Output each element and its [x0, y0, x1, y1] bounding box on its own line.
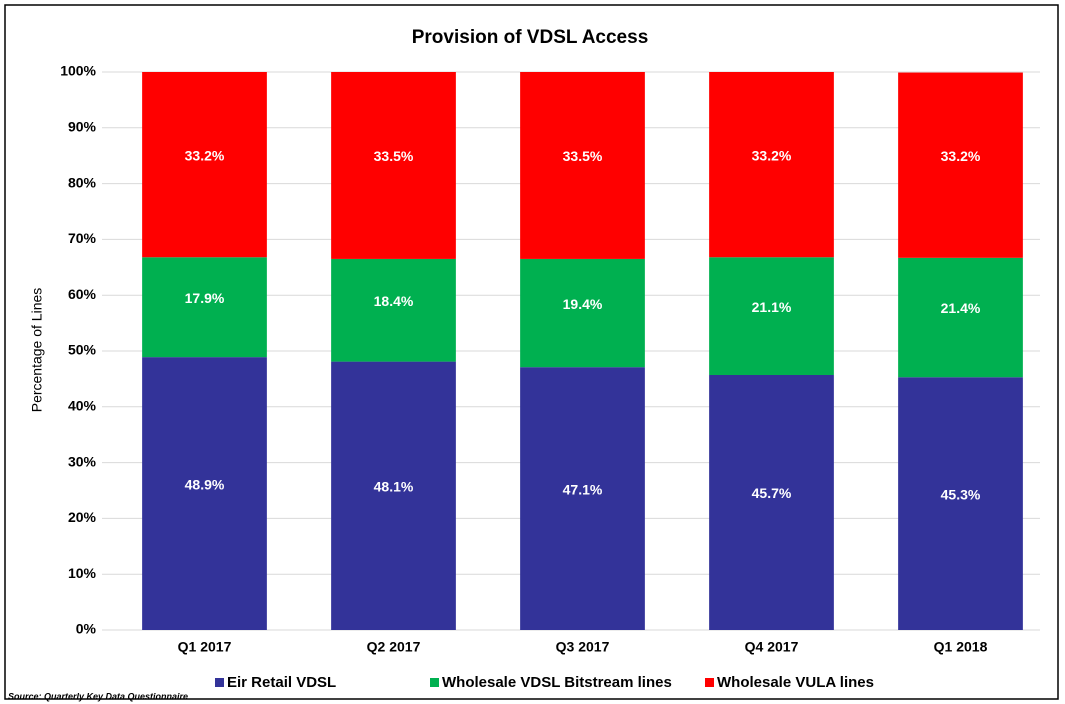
bar-segment: [709, 257, 834, 375]
y-axis-label: Percentage of Lines: [29, 288, 45, 413]
y-tick-label: 90%: [68, 119, 97, 135]
bar-segment: [331, 361, 456, 630]
bar-segment: [520, 72, 645, 259]
data-label: 33.2%: [752, 147, 792, 163]
legend-label: Wholesale VULA lines: [717, 674, 874, 691]
data-label: 33.5%: [374, 148, 414, 164]
data-label: 21.4%: [941, 300, 981, 316]
legend-swatch: [430, 678, 439, 687]
bar-segment: [520, 367, 645, 630]
bar-segment: [142, 357, 267, 630]
bar-segment: [331, 258, 456, 362]
x-tick-label: Q1 2017: [178, 639, 232, 655]
bar-segment: [142, 72, 267, 258]
legend-label: Eir Retail VDSL: [227, 674, 336, 691]
legend-swatch: [215, 678, 224, 687]
data-label: 48.1%: [374, 479, 414, 495]
bar-segment: [898, 257, 1023, 378]
y-tick-label: 70%: [68, 230, 97, 246]
x-tick-label: Q3 2017: [556, 639, 610, 655]
bar-segment: [520, 258, 645, 368]
data-label: 19.4%: [563, 296, 603, 312]
legend-swatch: [705, 678, 714, 687]
y-tick-label: 40%: [68, 398, 97, 414]
data-label: 47.1%: [563, 481, 603, 497]
bar-segment: [709, 374, 834, 630]
bar-segment: [709, 72, 834, 258]
y-tick-label: 0%: [76, 621, 97, 637]
source-note: Source: Quarterly Key Data Questionnaire: [8, 691, 188, 701]
data-label: 33.2%: [185, 147, 225, 163]
data-label: 33.5%: [563, 148, 603, 164]
data-label: 18.4%: [374, 293, 414, 309]
data-label: 45.7%: [752, 485, 792, 501]
y-tick-label: 20%: [68, 509, 97, 525]
y-tick-label: 50%: [68, 342, 97, 358]
y-tick-label: 100%: [60, 63, 96, 79]
data-label: 33.2%: [941, 148, 981, 164]
data-label: 17.9%: [185, 290, 225, 306]
data-label: 48.9%: [185, 476, 225, 492]
x-tick-label: Q4 2017: [745, 639, 799, 655]
data-label: 21.1%: [752, 299, 792, 315]
legend-label: Wholesale VDSL Bitstream lines: [442, 674, 672, 691]
bar-segment: [898, 377, 1023, 630]
x-tick-label: Q2 2017: [367, 639, 421, 655]
y-tick-label: 10%: [68, 565, 97, 581]
y-tick-label: 60%: [68, 286, 97, 302]
x-tick-label: Q1 2018: [934, 639, 988, 655]
bar-segment: [331, 72, 456, 259]
data-label: 45.3%: [941, 486, 981, 502]
bar-segment: [898, 72, 1023, 258]
y-tick-label: 30%: [68, 453, 97, 469]
chart-title: Provision of VDSL Access: [412, 27, 649, 48]
bar-segment: [142, 257, 267, 358]
y-tick-label: 80%: [68, 174, 97, 190]
